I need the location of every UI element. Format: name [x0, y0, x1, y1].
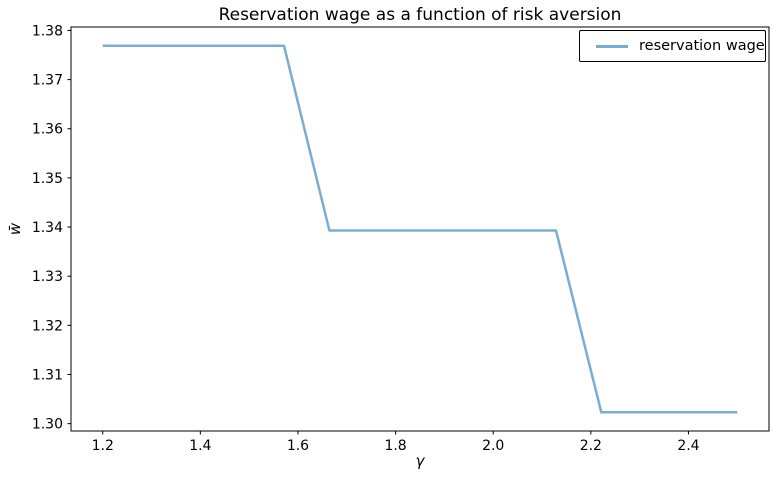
legend-line-swatch	[596, 44, 628, 48]
x-axis-tick-label: 1.6	[287, 438, 309, 454]
data-line-reservation-wage	[102, 44, 738, 414]
x-axis-tick-label: 2.4	[677, 438, 699, 454]
x-axis-tick-label: 2.2	[580, 438, 602, 454]
legend-label: reservation wage	[639, 38, 765, 54]
x-axis-tick-label: 1.8	[384, 438, 406, 454]
x-axis-label: γ	[415, 452, 425, 470]
y-axis-tick-label: 1.37	[32, 73, 63, 89]
chart-title: Reservation wage as a function of risk a…	[218, 5, 622, 25]
y-axis-tick-label: 1.34	[32, 220, 63, 236]
y-axis-tick-label: 1.30	[32, 417, 63, 433]
y-axis-tick-label: 1.31	[32, 367, 63, 383]
x-axis-tick-label: 2.0	[482, 438, 504, 454]
plot-frame	[70, 26, 770, 432]
legend: reservation wage	[579, 30, 766, 62]
y-axis-tick-label: 1.35	[32, 171, 63, 187]
x-axis-tick-label: 1.4	[189, 438, 211, 454]
y-axis-label: w̄	[6, 222, 24, 236]
y-axis-tick-label: 1.36	[32, 122, 63, 138]
y-axis-tick-label: 1.32	[32, 318, 63, 334]
x-axis-tick-label: 1.2	[92, 438, 114, 454]
y-axis-tick-label: 1.38	[32, 23, 63, 39]
y-axis-tick-label: 1.33	[32, 269, 63, 285]
